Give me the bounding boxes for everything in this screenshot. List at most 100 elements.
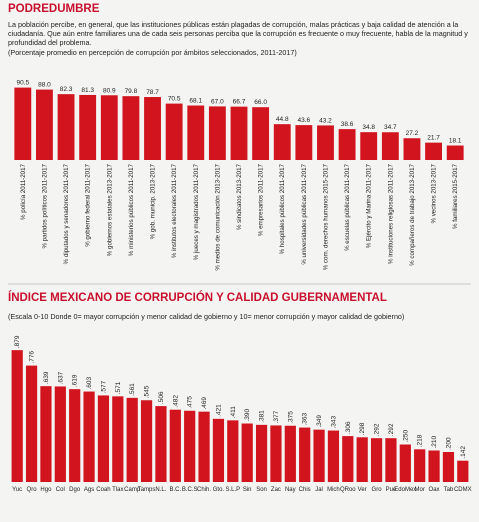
x-tick-label: % familiares 2015-2017 — [452, 163, 459, 229]
value-label: .349 — [316, 415, 323, 428]
x-tick-label: Tlax — [112, 487, 123, 493]
value-label: .469 — [201, 397, 208, 410]
bar — [187, 105, 205, 160]
bar — [227, 420, 239, 482]
bar — [399, 444, 411, 482]
x-tick-label: Gro — [372, 487, 383, 493]
bar — [40, 386, 52, 482]
bar — [428, 450, 440, 482]
bar — [126, 397, 138, 482]
description: La población percibe, en general, que la… — [8, 20, 468, 47]
x-tick-label: % gobierno federal 2011-2017 — [85, 163, 92, 246]
bar — [97, 395, 110, 482]
bar — [198, 411, 210, 482]
x-tick-label: Pue — [386, 487, 397, 493]
value-label: .292 — [388, 423, 395, 436]
value-label: 18.1 — [449, 138, 462, 145]
value-label: 80.9 — [103, 87, 116, 94]
x-tick-label: CDMX — [454, 487, 472, 493]
value-label: .475 — [187, 396, 194, 409]
bar — [144, 97, 161, 160]
value-label: .603 — [86, 377, 93, 390]
x-tick-label: Gto. — [213, 487, 225, 493]
bar — [241, 423, 253, 482]
value-label: .482 — [172, 395, 179, 408]
x-tick-label: % institutos electorales 2011-2017 — [171, 163, 178, 258]
value-label: .142 — [460, 446, 467, 459]
bar — [370, 438, 383, 482]
bar — [385, 438, 397, 482]
bar — [11, 350, 23, 482]
value-label: 44.8 — [276, 116, 289, 123]
value-label: 34.8 — [362, 124, 375, 131]
bar — [100, 95, 118, 160]
x-tick-label: Hgo — [40, 487, 52, 493]
value-label: 67.0 — [211, 98, 224, 105]
x-tick-label: % diputados y senadores 2011-2017 — [63, 163, 70, 264]
value-label: .411 — [230, 406, 237, 419]
bar — [270, 425, 282, 482]
x-tick-label: % vecinos 2013-2017 — [431, 163, 438, 223]
x-tick-label: % partidos políticos 2011-2017 — [41, 163, 48, 248]
bar — [457, 460, 469, 482]
bar — [414, 449, 426, 482]
bar — [252, 107, 270, 160]
x-tick-label: % gob. municip. 2013-2017 — [150, 163, 157, 239]
x-tick-label: % policía 2011-2017 — [20, 163, 27, 220]
value-label: .381 — [259, 410, 266, 423]
x-tick-label: Qro — [27, 487, 38, 493]
value-label: .200 — [445, 437, 452, 450]
x-tick-label: % universidades públicas 2011-2017 — [301, 163, 308, 264]
x-tick-label: % compañeros de trabajo 2013-2017 — [409, 163, 416, 265]
value-label: .619 — [72, 374, 79, 387]
subtitle: (Porcentaje promedio en percepción de co… — [8, 48, 297, 57]
value-label: .375 — [287, 411, 294, 424]
bar — [284, 425, 296, 482]
bar — [165, 103, 183, 160]
bar — [112, 396, 124, 482]
bar — [14, 87, 32, 160]
x-tick-label: % ministerios públicos 2011-2017 — [128, 163, 135, 256]
value-label: 82.3 — [60, 86, 73, 93]
x-tick-label: Coah — [96, 487, 110, 493]
bar — [446, 145, 464, 160]
title: PODREDUMBRE — [8, 3, 100, 15]
x-tick-label: Dgo — [69, 487, 81, 493]
value-label: 68.1 — [189, 98, 202, 105]
value-label: 79.8 — [125, 88, 138, 95]
x-tick-label: B.C.S — [182, 487, 198, 493]
x-tick-label: Tab — [444, 487, 454, 493]
value-label: 43.6 — [298, 117, 311, 124]
value-label: .421 — [215, 404, 222, 417]
bar — [317, 125, 334, 160]
value-label: 78.7 — [146, 89, 159, 96]
value-label: .298 — [359, 422, 366, 435]
bar — [212, 418, 225, 482]
value-label: 66.7 — [233, 99, 246, 106]
value-label: 34.7 — [384, 124, 397, 131]
bar — [327, 430, 340, 482]
bar — [338, 129, 356, 160]
x-tick-label: Mich — [327, 487, 340, 493]
value-label: 90.5 — [16, 80, 29, 87]
bar — [83, 391, 95, 482]
value-label: .637 — [57, 371, 64, 384]
x-tick-label: Ags — [84, 487, 94, 493]
x-tick-label: Son — [256, 487, 267, 493]
x-tick-label: Chis — [299, 487, 311, 493]
bar — [360, 132, 378, 160]
bar — [208, 106, 226, 160]
subtitle: (Escala 0-10 Donde 0= mayor corrupción y… — [8, 312, 405, 321]
x-tick-label: % jueces y magistrados 2011-2017 — [193, 163, 200, 260]
x-tick-label: % instituciones religiosas 2011-2017 — [387, 163, 394, 264]
x-tick-label: Col — [56, 487, 65, 493]
x-tick-label: % gobiernos estatales 2013-2017 — [106, 163, 113, 256]
value-label: 81.3 — [81, 87, 94, 94]
x-tick-label: Jal — [315, 487, 323, 493]
value-label: .377 — [273, 410, 280, 423]
x-tick-label: Ver — [358, 487, 367, 493]
value-label: .390 — [244, 408, 251, 421]
x-tick-label: S.L.P — [225, 487, 240, 493]
